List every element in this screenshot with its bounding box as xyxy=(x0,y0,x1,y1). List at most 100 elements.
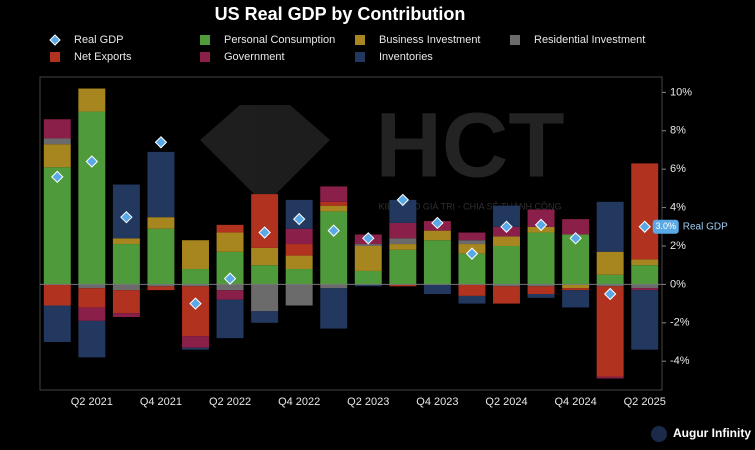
bar-segment xyxy=(147,151,175,218)
gdp-marker xyxy=(223,272,237,285)
bar-segment xyxy=(458,232,486,241)
bar-segment xyxy=(216,232,244,252)
legend-label: Residential Investment xyxy=(534,34,645,46)
bar-segment xyxy=(285,255,313,270)
bar-segment xyxy=(285,269,313,285)
gdp-marker xyxy=(534,218,548,232)
bar-segment xyxy=(389,284,417,287)
bar-segment xyxy=(78,284,106,289)
bar-segment xyxy=(78,307,106,321)
bar-segment xyxy=(112,238,140,245)
legend-label: Net Exports xyxy=(74,51,132,63)
bar-segment xyxy=(389,199,417,223)
watermark-text: HCT xyxy=(375,94,564,196)
bar-segment xyxy=(389,222,417,239)
bar-segment xyxy=(493,284,520,287)
x-tick-label: Q2 2025 xyxy=(624,396,666,408)
bar-segment xyxy=(458,240,486,245)
bar-segment xyxy=(78,88,106,112)
bar-segment xyxy=(631,290,659,350)
bar-segment xyxy=(78,288,106,308)
bar-segment xyxy=(285,228,313,245)
bar-segment xyxy=(251,284,279,312)
y-tick-label: -4% xyxy=(670,355,690,367)
bar-segment xyxy=(562,284,590,289)
bar-segment xyxy=(216,299,244,339)
bar-segment xyxy=(182,284,209,287)
bar-segment xyxy=(320,284,348,289)
bar-segment xyxy=(320,288,348,329)
legend-label: Business Investment xyxy=(379,34,481,46)
gdp-marker xyxy=(465,247,479,260)
bar-segment xyxy=(354,245,382,271)
watermark-subtext: KIẾN TẠO GIÁ TRỊ - CHIA SẺ THÀNH CÔNG xyxy=(378,200,561,211)
bar-segment xyxy=(596,376,624,379)
gdp-marker xyxy=(327,224,340,237)
chart-title: US Real GDP by Contribution xyxy=(215,4,466,24)
legend-swatch xyxy=(200,35,210,45)
bar-segment xyxy=(43,284,71,306)
bar-segment xyxy=(182,347,209,350)
x-tick-label: Q4 2021 xyxy=(140,396,182,408)
y-tick-label: 0% xyxy=(670,278,686,290)
bar-segment xyxy=(78,320,106,358)
legend-label: Government xyxy=(224,51,285,63)
bar-segment xyxy=(596,201,624,252)
gdp-marker xyxy=(362,232,375,245)
gdp-marker xyxy=(500,220,513,233)
bar-segment xyxy=(527,284,555,287)
bar-segment xyxy=(285,244,313,256)
bar-segment xyxy=(43,138,71,145)
bar-segment xyxy=(423,240,451,285)
bar-segment xyxy=(527,232,555,285)
gdp-marker xyxy=(258,226,271,239)
gdp-marker xyxy=(51,170,64,184)
gdp-marker xyxy=(396,193,410,207)
bar-segment xyxy=(182,269,209,285)
bar-segment xyxy=(112,313,140,318)
legend-swatch xyxy=(355,35,365,45)
gdp-marker xyxy=(638,220,651,233)
bar-segment xyxy=(216,224,244,233)
legend-swatch xyxy=(355,52,365,62)
bar-segment xyxy=(251,311,279,323)
x-tick-label: Q4 2022 xyxy=(278,396,320,408)
bar-segment xyxy=(423,230,451,241)
bar-segment xyxy=(562,288,590,291)
bar-segment xyxy=(43,144,71,168)
y-tick-label: 2% xyxy=(670,240,686,252)
bar-segment xyxy=(43,119,71,139)
bar-segment xyxy=(389,249,417,285)
bar-segment xyxy=(493,236,520,246)
bar-segment xyxy=(389,244,417,250)
bar-segment xyxy=(458,284,486,296)
y-tick-label: 10% xyxy=(670,86,692,98)
bar-segment xyxy=(147,286,175,291)
annotation-label: Real GDP xyxy=(683,221,728,232)
bar-segment xyxy=(631,265,659,285)
x-tick-label: Q2 2024 xyxy=(485,396,527,408)
gdp-marker xyxy=(85,155,99,168)
gdp-marker xyxy=(292,212,306,226)
annotation-value: 3.0% xyxy=(655,221,676,231)
bar-segment xyxy=(596,284,624,287)
y-tick-label: -2% xyxy=(670,317,690,329)
legend-label: Inventories xyxy=(379,51,433,63)
bar-segment xyxy=(596,286,624,377)
bar-segment xyxy=(43,305,71,342)
bar-segment xyxy=(354,244,382,246)
bar-segment xyxy=(285,284,313,306)
y-tick-label: 6% xyxy=(670,163,686,175)
bar-segment xyxy=(354,284,382,287)
bar-segment xyxy=(112,244,140,285)
legend-swatch xyxy=(50,52,60,62)
bar-segment xyxy=(527,293,555,298)
bar-segment xyxy=(320,205,348,212)
bar-segment xyxy=(493,286,520,304)
bar-segment xyxy=(527,209,555,227)
bar-segment xyxy=(147,217,175,229)
x-tick-label: Q4 2024 xyxy=(555,396,597,408)
bar-segment xyxy=(423,284,451,294)
gdp-marker xyxy=(431,216,444,230)
